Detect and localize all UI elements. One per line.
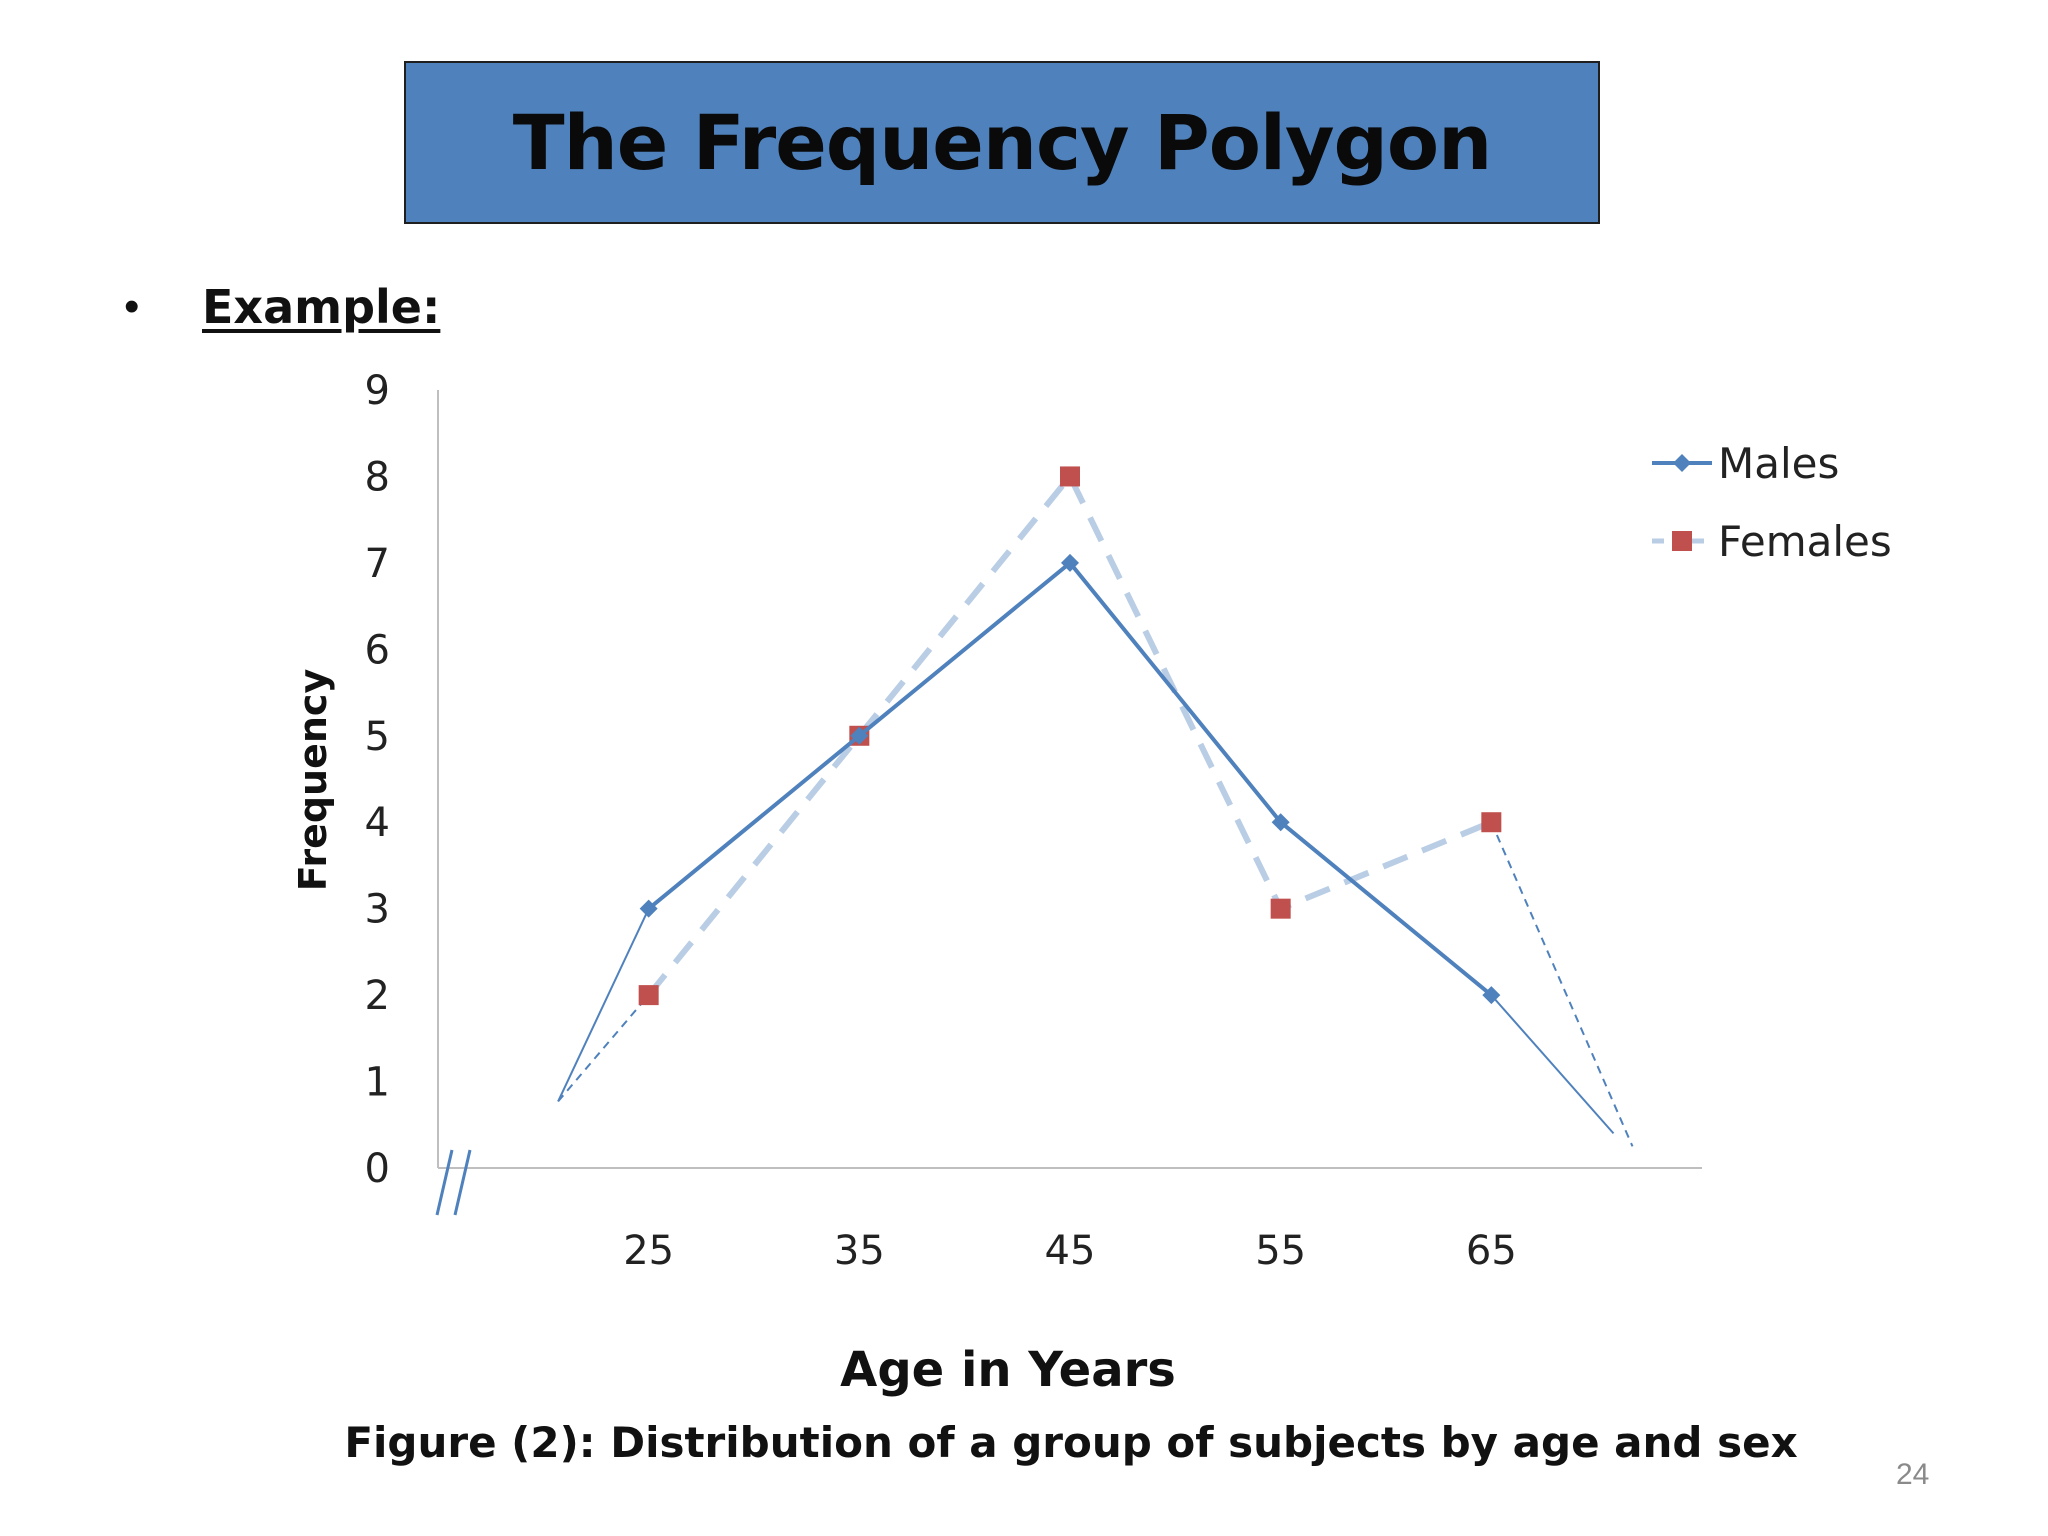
data-point-square — [1060, 466, 1080, 487]
data-point-square — [638, 985, 659, 1006]
x-tick-labels: 25 35 45 55 65 — [623, 1228, 1517, 1274]
y-tick-label: 5 — [365, 714, 390, 760]
y-tick-label: 4 — [365, 800, 390, 846]
y-tick-label: 1 — [365, 1060, 390, 1106]
y-tick-label: 2 — [365, 973, 390, 1019]
slide-title: The Frequency Polygon — [512, 98, 1492, 187]
slide-title-box: The Frequency Polygon — [404, 61, 1600, 224]
x-axis-label: Age in Years — [840, 1342, 1176, 1398]
bullet-item: • Example: — [124, 272, 440, 342]
data-point-square — [1270, 898, 1291, 919]
bullet-label: Example: — [202, 280, 441, 334]
y-axis-label: Frequency — [291, 669, 335, 892]
legend-marker-square — [1672, 531, 1692, 551]
bullet-dot-icon: • — [124, 282, 140, 331]
y-tick-labels: 0 1 2 3 4 5 6 7 8 9 — [365, 368, 390, 1192]
legend-marker-diamond — [1673, 454, 1691, 472]
x-tick-label: 65 — [1466, 1228, 1517, 1274]
y-tick-label: 7 — [365, 541, 390, 587]
x-tick-label: 55 — [1255, 1228, 1306, 1274]
y-tick-label: 8 — [365, 454, 390, 500]
chart-axes — [435, 390, 1702, 1216]
data-point-diamond — [1482, 986, 1501, 1005]
legend-item-females: Females — [1652, 517, 1892, 566]
axis-break-icon — [435, 1149, 472, 1216]
series-females — [557, 466, 1634, 1147]
chart-legend: Males Females — [1652, 439, 1892, 566]
page-number: 24 — [1896, 1458, 1930, 1491]
x-tick-label: 45 — [1045, 1228, 1096, 1274]
figure-caption: Figure (2): Distribution of a group of s… — [344, 1418, 1798, 1467]
legend-label: Females — [1718, 517, 1892, 566]
series-layer — [557, 466, 1634, 1147]
legend-label: Males — [1718, 439, 1839, 488]
y-tick-label: 0 — [365, 1146, 390, 1192]
data-point-diamond — [1271, 813, 1290, 832]
legend-item-males: Males — [1652, 439, 1839, 488]
data-point-diamond — [850, 726, 869, 745]
series-males — [557, 553, 1615, 1135]
y-tick-label: 3 — [365, 887, 390, 933]
data-point-square — [1481, 812, 1502, 833]
y-tick-label: 9 — [365, 368, 390, 414]
series-extension-line — [1490, 994, 1615, 1135]
series-extension-line — [557, 994, 650, 1103]
series-extension-line — [557, 908, 650, 1102]
series-extension-line — [1490, 821, 1634, 1147]
series-line — [647, 560, 1493, 997]
data-point-diamond — [639, 899, 658, 918]
data-point-diamond — [1061, 553, 1079, 572]
x-tick-label: 25 — [623, 1228, 674, 1274]
x-tick-label: 35 — [834, 1228, 885, 1274]
y-tick-label: 6 — [365, 627, 390, 673]
